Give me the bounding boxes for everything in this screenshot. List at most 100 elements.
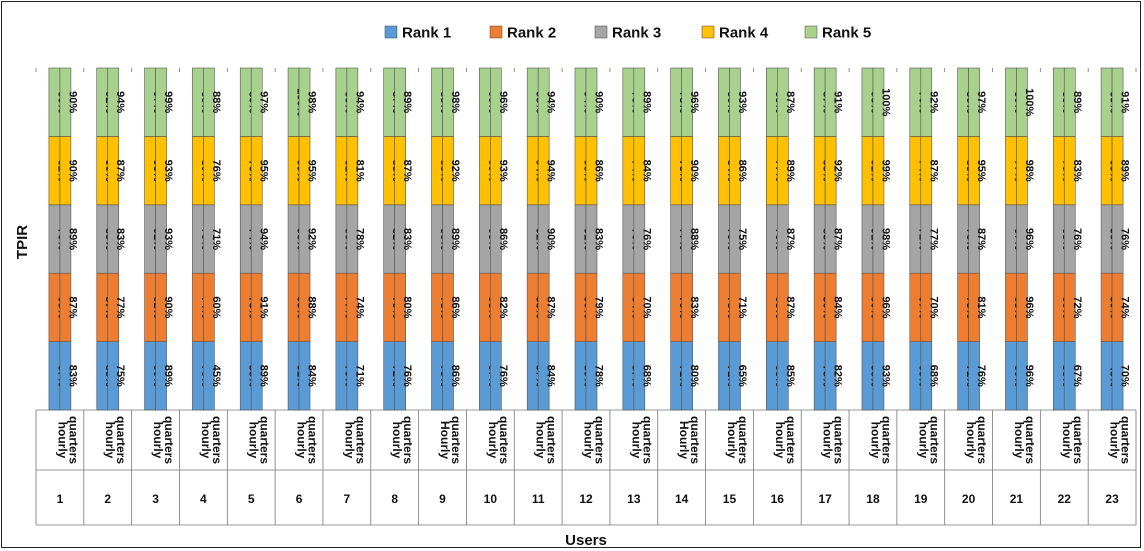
data-label: 67% (1071, 365, 1083, 387)
user-tick-label: 1 (57, 492, 64, 506)
bar-segment (585, 67, 598, 137)
user-tick-label: 13 (627, 492, 641, 506)
data-label: 83% (688, 296, 700, 318)
data-label: 96% (688, 91, 700, 113)
legend-label-3: Rank 3 (612, 25, 661, 42)
user-tick-label: 21 (1010, 492, 1024, 506)
data-label: 87% (401, 160, 413, 182)
data-label: 98% (306, 91, 318, 113)
user-tick-label: 8 (391, 492, 398, 506)
data-label: 90% (545, 228, 557, 250)
user-tick-label: 18 (866, 492, 880, 506)
data-label: 97% (975, 91, 987, 113)
bar-category-label: quarters (1119, 416, 1133, 464)
data-label: 80% (688, 365, 700, 387)
data-label: 70% (640, 296, 652, 318)
bar-category-label: hourly (1012, 422, 1026, 459)
data-label: 65% (736, 365, 748, 387)
user-tick-label: 19 (914, 492, 928, 506)
bar-category-label: quarters (497, 416, 511, 464)
data-label: 76% (401, 365, 413, 387)
data-label: 60% (210, 296, 222, 318)
data-label: 94% (545, 91, 557, 113)
data-label: 76% (497, 365, 509, 387)
bar-category-label: hourly (1108, 422, 1122, 459)
bar-category-label: hourly (534, 422, 548, 459)
data-label: 90% (66, 91, 78, 113)
data-label: 93% (162, 160, 174, 182)
x-axis-title: Users (565, 532, 607, 549)
data-label: 80% (401, 296, 413, 318)
data-label: 82% (832, 365, 844, 387)
bar-segment (346, 67, 359, 137)
bar-segment (298, 67, 311, 137)
data-label: 100% (1023, 88, 1035, 116)
bar-category-label: quarters (66, 416, 80, 464)
data-label: 88% (210, 91, 222, 113)
bar-category-label: quarters (258, 416, 272, 464)
user-tick-label: 6 (296, 492, 303, 506)
data-label: 71% (210, 228, 222, 250)
data-label: 95% (975, 160, 987, 182)
data-label: 89% (640, 91, 652, 113)
bar-segment (250, 67, 263, 137)
bar-segment (729, 67, 741, 137)
data-label: 89% (66, 228, 78, 250)
bar-category-label: hourly (868, 422, 882, 459)
user-tick-label: 14 (675, 492, 689, 506)
legend-swatch-2 (489, 25, 503, 39)
y-axis-title: TPIR (14, 225, 31, 259)
data-label: 90% (162, 296, 174, 318)
data-label: 91% (258, 296, 270, 318)
data-label: 94% (258, 228, 270, 250)
data-label: 92% (832, 160, 844, 182)
data-label: 99% (879, 160, 891, 182)
data-label: 71% (736, 296, 748, 318)
bar-category-label: quarters (879, 416, 893, 464)
data-label: 84% (832, 296, 844, 318)
data-label: 83% (401, 228, 413, 250)
data-label: 83% (1071, 160, 1083, 182)
data-label: 81% (975, 296, 987, 318)
data-label: 98% (449, 91, 461, 113)
data-label: 98% (879, 228, 891, 250)
bar-category-label: quarters (927, 416, 941, 464)
data-label: 92% (306, 228, 318, 250)
data-label: 86% (593, 160, 605, 182)
bar-category-label: hourly (390, 422, 404, 459)
user-tick-label: 17 (818, 492, 832, 506)
data-label: 95% (258, 160, 270, 182)
data-label: 74% (1119, 296, 1131, 318)
data-label: 90% (688, 160, 700, 182)
data-label: 87% (832, 228, 844, 250)
data-label: 45% (210, 365, 222, 387)
user-tick-label: 9 (439, 492, 446, 506)
legend: Rank 1 Rank 2 Rank 3 Rank 4 Rank 5 (384, 25, 871, 42)
data-label: 83% (66, 365, 78, 387)
data-label: 89% (401, 91, 413, 113)
data-label: 96% (1023, 365, 1035, 387)
data-label: 72% (1071, 296, 1083, 318)
data-label: 91% (832, 91, 844, 113)
bar-category-label: hourly (916, 422, 930, 459)
user-tick-label: 5 (248, 492, 255, 506)
bar-segment (824, 67, 837, 137)
data-label: 74% (353, 296, 365, 318)
bar-segment (633, 67, 646, 137)
data-label: 83% (114, 228, 126, 250)
data-label: 88% (306, 296, 318, 318)
bar-category-label: hourly (55, 422, 69, 459)
bar-category-label: quarters (306, 416, 320, 464)
bar-segment (394, 67, 406, 137)
bar-category-label: Hourly (677, 421, 691, 459)
data-label: 86% (497, 228, 509, 250)
data-label: 76% (1119, 228, 1131, 250)
data-label: 87% (784, 296, 796, 318)
bar-category-label: quarters (784, 416, 798, 464)
user-tick-label: 22 (1058, 492, 1072, 506)
bar-category-label: quarters (832, 416, 846, 464)
bar-segment (537, 67, 550, 137)
user-tick-label: 20 (962, 492, 976, 506)
data-label: 86% (449, 365, 461, 387)
